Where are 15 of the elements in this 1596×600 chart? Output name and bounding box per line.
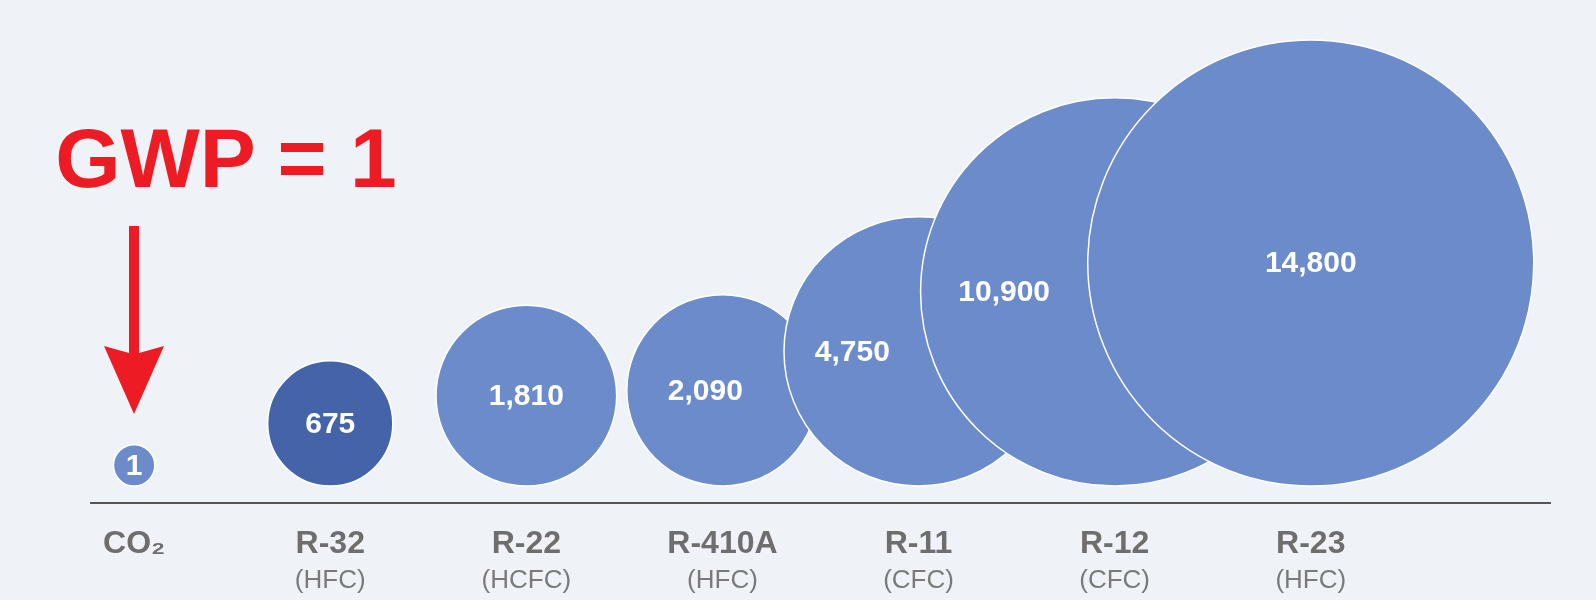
category-label: R-11 (CFC) xyxy=(883,524,954,594)
data-label: 1,810 xyxy=(488,377,564,411)
category-label: CO₂ xyxy=(103,524,166,560)
category-label: R-410A (HFC) xyxy=(667,524,778,594)
text: GWP = 1 xyxy=(55,110,397,205)
data-label: 2,090 xyxy=(667,372,743,406)
data-label: 10,900 xyxy=(958,274,1051,308)
data-label: 4,750 xyxy=(814,333,890,367)
category-label: R-32 (HFC) xyxy=(294,524,366,594)
category-label: R-22 (HCFC) xyxy=(481,524,572,594)
data-label: 675 xyxy=(305,405,356,439)
category-label: R-12 (CFC) xyxy=(1079,524,1151,594)
category-label: R-23 (HFC) xyxy=(1275,524,1347,594)
data-label: 1 xyxy=(125,447,143,481)
data-label: 14,800 xyxy=(1264,245,1357,279)
